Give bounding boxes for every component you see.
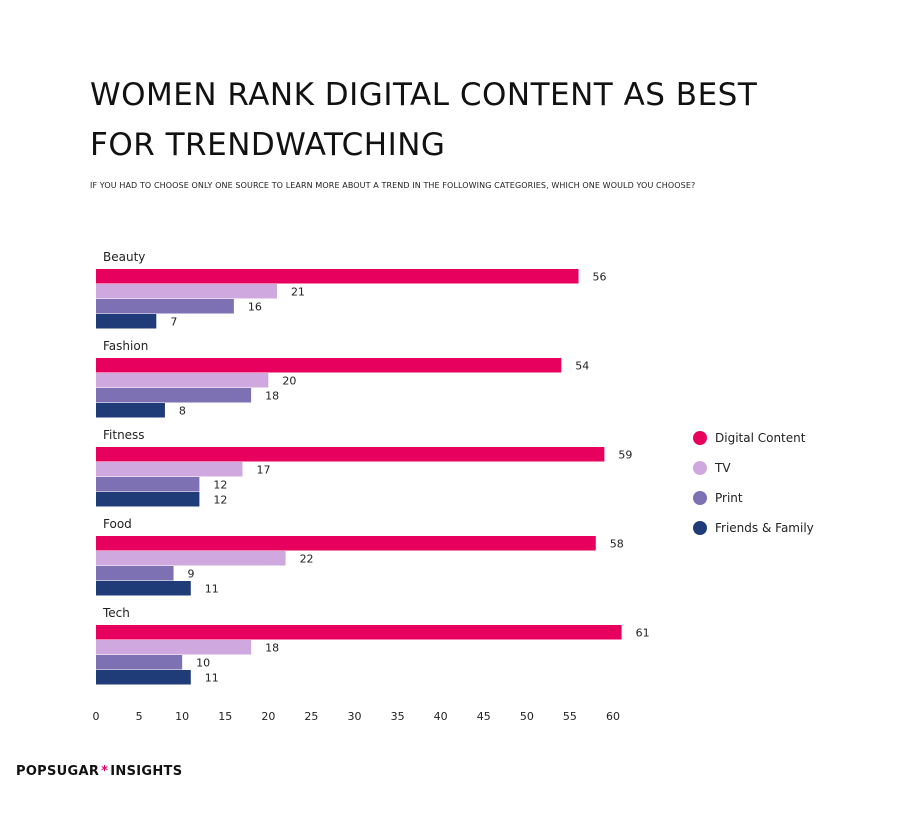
bar-tech-digital-content [96,625,622,640]
x-tick-label-25: 25 [304,710,318,723]
x-tick-label-10: 10 [175,710,189,723]
brand-logo-right: INSIGHTS [110,764,183,779]
legend: Digital Content TV Print Friends & Family [693,423,863,543]
star-icon: * [101,764,109,779]
brand-logo-left: POPSUGAR [16,764,100,779]
legend-swatch-digital-content [693,431,707,445]
legend-swatch-tv [693,461,707,475]
legend-label-friends-family: Friends & Family [715,521,814,535]
bar-tech-friends-family [96,670,191,685]
x-tick-label-35: 35 [391,710,405,723]
x-tick-label-40: 40 [434,710,448,723]
value-label-fitness-digital-content: 59 [618,448,632,461]
bar-fashion-digital-content [96,358,562,373]
bar-beauty-tv [96,284,277,299]
bar-tech-print [96,655,183,670]
bar-fitness-digital-content [96,447,605,462]
category-label-beauty: Beauty [103,250,145,264]
bar-food-print [96,566,174,581]
value-label-food-friends-family: 11 [205,582,219,595]
value-label-food-print: 9 [188,567,195,580]
bar-fashion-friends-family [96,403,165,418]
bar-fashion-print [96,388,252,403]
value-label-beauty-digital-content: 56 [593,270,607,283]
value-label-tech-tv: 18 [265,641,279,654]
bar-fitness-friends-family [96,492,200,507]
x-tick-label-20: 20 [261,710,275,723]
value-label-beauty-friends-family: 7 [170,315,177,328]
brand-logo: POPSUGAR * INSIGHTS [16,764,182,779]
x-tick-label-15: 15 [218,710,232,723]
value-label-food-digital-content: 58 [610,537,624,550]
legend-label-digital-content: Digital Content [715,431,806,445]
category-label-fashion: Fashion [103,339,148,353]
bar-beauty-digital-content [96,269,579,284]
x-tick-label-0: 0 [93,710,100,723]
legend-swatch-print [693,491,707,505]
bar-food-tv [96,551,286,566]
value-label-tech-digital-content: 61 [636,626,650,639]
legend-label-print: Print [715,491,743,505]
plot-area: Beauty5621167Fashion5420188Fitness591712… [96,250,650,685]
bar-food-digital-content [96,536,596,551]
bar-fashion-tv [96,373,269,388]
value-label-fashion-tv: 20 [282,374,296,387]
bar-fitness-print [96,477,200,492]
x-tick-label-45: 45 [477,710,491,723]
x-tick-label-5: 5 [136,710,143,723]
category-label-food: Food [103,517,132,531]
legend-label-tv: TV [715,461,731,475]
category-label-fitness: Fitness [103,428,145,442]
x-tick-label-30: 30 [348,710,362,723]
value-label-tech-friends-family: 11 [205,671,219,684]
bar-tech-tv [96,640,252,655]
value-label-beauty-print: 16 [248,300,262,313]
value-label-fitness-tv: 17 [256,463,270,476]
category-label-tech: Tech [102,606,130,620]
value-label-fashion-digital-content: 54 [575,359,589,372]
value-label-tech-print: 10 [196,656,210,669]
x-axis: 0 5 10 15 20 25 30 35 40 45 50 55 60 [93,710,621,723]
legend-item-digital-content: Digital Content [693,423,863,453]
value-label-food-tv: 22 [300,552,314,565]
bar-food-friends-family [96,581,191,596]
chart-title: WOMEN RANK DIGITAL CONTENT AS BEST FOR T… [90,77,758,163]
x-tick-label-60: 60 [606,710,620,723]
legend-item-friends-family: Friends & Family [693,513,863,543]
legend-item-print: Print [693,483,863,513]
value-label-fashion-friends-family: 8 [179,404,186,417]
value-label-fashion-print: 18 [265,389,279,402]
x-tick-label-50: 50 [520,710,534,723]
value-label-beauty-tv: 21 [291,285,305,298]
x-tick-label-55: 55 [563,710,577,723]
legend-swatch-friends-family [693,521,707,535]
legend-item-tv: TV [693,453,863,483]
bar-beauty-print [96,299,234,314]
value-label-fitness-print: 12 [213,478,227,491]
value-label-fitness-friends-family: 12 [213,493,227,506]
chart-subtitle: IF YOU HAD TO CHOOSE ONLY ONE SOURCE TO … [90,181,696,190]
bar-fitness-tv [96,462,243,477]
bar-beauty-friends-family [96,314,157,329]
